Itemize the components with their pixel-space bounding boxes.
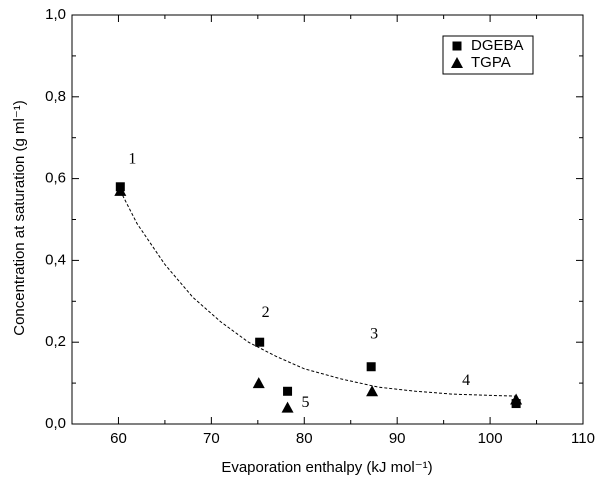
data-point <box>283 386 293 396</box>
data-point <box>510 393 523 405</box>
point-label: 4 <box>462 372 470 389</box>
y-tick-label: 0,0 <box>45 415 66 432</box>
data-point <box>114 184 127 196</box>
y-tick-label: 0,4 <box>45 251 66 268</box>
legend-marker <box>451 57 463 68</box>
y-tick-label: 0,2 <box>45 333 66 350</box>
y-axis-label: Concentration at saturation (g ml⁻¹) <box>11 100 28 336</box>
y-tick-label: 1,0 <box>45 6 66 23</box>
x-tick-label: 110 <box>571 430 595 447</box>
legend-label: DGEBA <box>471 37 524 54</box>
data-point <box>255 337 265 347</box>
x-tick-label: 90 <box>389 430 406 447</box>
point-label: 5 <box>302 394 310 411</box>
x-tick-label: 100 <box>478 430 503 447</box>
legend-marker <box>452 41 462 51</box>
data-point <box>366 362 376 372</box>
x-tick-label: 70 <box>203 430 220 447</box>
x-axis-label: Evaporation enthalpy (kJ mol⁻¹) <box>221 459 432 476</box>
y-tick-label: 0,6 <box>45 170 66 187</box>
x-tick-label: 80 <box>296 430 313 447</box>
data-point <box>366 385 379 397</box>
point-label: 2 <box>262 304 270 321</box>
data-point <box>281 401 294 413</box>
point-label: 1 <box>128 150 136 167</box>
fit-curve <box>119 190 518 397</box>
x-tick-label: 60 <box>110 430 127 447</box>
plot-frame <box>71 14 584 425</box>
legend-label: TGPA <box>471 54 511 71</box>
point-label: 3 <box>370 325 378 342</box>
y-tick-label: 0,8 <box>45 88 66 105</box>
data-point <box>252 377 265 389</box>
